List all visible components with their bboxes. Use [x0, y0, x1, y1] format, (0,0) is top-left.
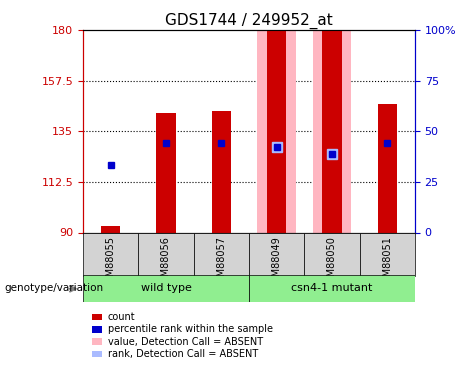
- Bar: [304, 232, 360, 276]
- Bar: [267, 30, 286, 232]
- Bar: [138, 232, 194, 276]
- Text: percentile rank within the sample: percentile rank within the sample: [108, 324, 273, 334]
- Text: GSM88055: GSM88055: [106, 236, 116, 289]
- Bar: [101, 226, 120, 232]
- Title: GDS1744 / 249952_at: GDS1744 / 249952_at: [165, 12, 333, 28]
- Bar: [360, 232, 415, 276]
- Bar: [249, 275, 415, 302]
- Text: GSM88056: GSM88056: [161, 236, 171, 289]
- Text: GSM88051: GSM88051: [382, 236, 392, 289]
- Bar: [322, 30, 342, 232]
- Text: genotype/variation: genotype/variation: [5, 283, 104, 293]
- Text: rank, Detection Call = ABSENT: rank, Detection Call = ABSENT: [108, 349, 258, 359]
- Bar: [83, 275, 249, 302]
- Text: wild type: wild type: [141, 284, 191, 293]
- Text: value, Detection Call = ABSENT: value, Detection Call = ABSENT: [108, 337, 263, 346]
- Text: GSM88057: GSM88057: [216, 236, 226, 289]
- Text: GSM88049: GSM88049: [272, 236, 282, 289]
- Bar: [313, 30, 351, 232]
- Bar: [194, 232, 249, 276]
- Bar: [83, 232, 138, 276]
- Bar: [156, 113, 176, 232]
- Bar: [378, 104, 397, 232]
- Text: csn4-1 mutant: csn4-1 mutant: [291, 284, 372, 293]
- Bar: [249, 232, 304, 276]
- Text: count: count: [108, 312, 136, 322]
- Bar: [212, 111, 231, 232]
- Bar: [257, 30, 296, 232]
- Text: GSM88050: GSM88050: [327, 236, 337, 289]
